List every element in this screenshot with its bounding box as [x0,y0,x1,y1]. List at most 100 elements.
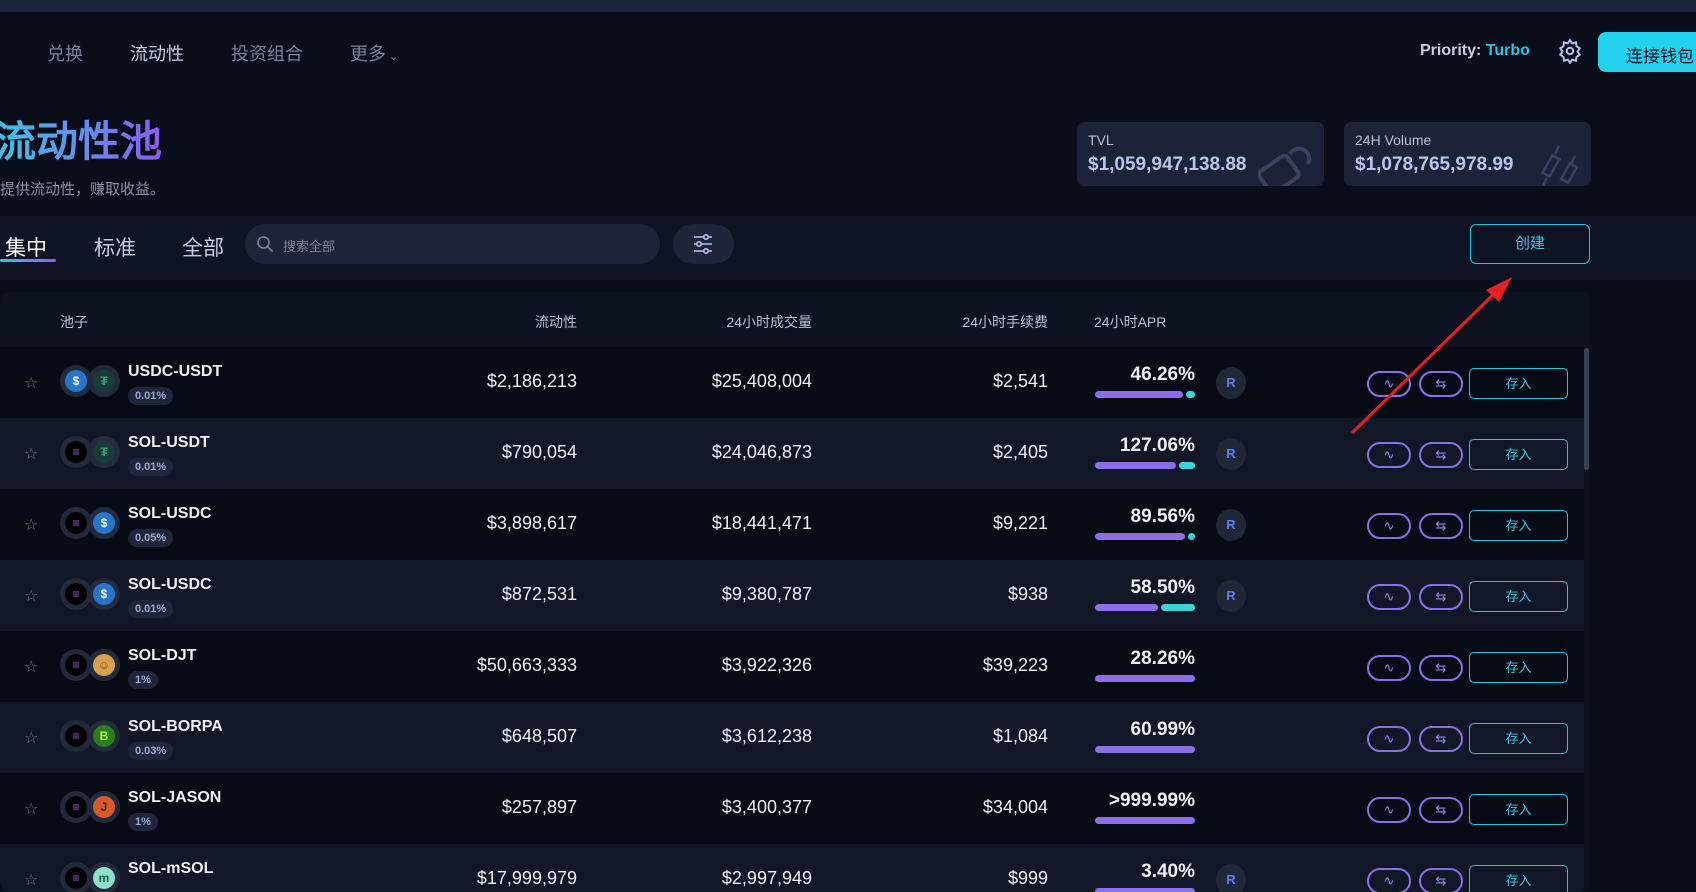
table-row[interactable]: ☆ ≡ ₮ SOL-USDT 0.01% $790,054 $24,046,873 $2,40… [0,418,1584,489]
apr-value: 46.26% [1130,364,1195,385]
apr-breakdown-bar[interactable] [1095,462,1195,469]
chart-button[interactable]: ∿ [1367,655,1411,681]
filter-button[interactable] [673,224,734,264]
swap-button[interactable]: ⇆ [1419,868,1463,892]
apr-trade-fee-segment [1095,746,1195,753]
deposit-button[interactable]: 存入 [1469,368,1568,399]
tab-standard[interactable]: 标准 [94,237,136,260]
msol-token-icon: m [88,862,120,892]
volume-value: $9,380,787 [721,584,812,604]
pool-name[interactable]: SOL-USDC [128,576,212,593]
apr-trade-fee-segment [1095,533,1186,540]
deposit-button[interactable]: 存入 [1469,723,1568,754]
col-pool[interactable]: 池子 [60,314,88,330]
sol-token-icon: ≡ [60,578,92,610]
fee-tier-badge: 0.01% [128,387,174,405]
pool-name[interactable]: SOL-USDT [128,434,210,451]
swap-button[interactable]: ⇆ [1419,513,1463,539]
star-icon[interactable]: ☆ [24,446,39,463]
apr-breakdown-bar[interactable] [1095,604,1195,611]
apr-breakdown-bar[interactable] [1095,746,1195,753]
table-row[interactable]: ☆ ≡ $ SOL-USDC 0.05% $3,898,617 $18,441,471 $9,… [0,489,1584,560]
table-row[interactable]: ☆ $ ₮ USDC-USDT 0.01% $2,186,213 $25,408,004 $2… [0,347,1584,418]
col-volume[interactable]: 24小时成交量 [726,314,812,330]
apr-breakdown-bar[interactable] [1095,533,1195,540]
swap-button[interactable]: ⇆ [1419,655,1463,681]
chart-button[interactable]: ∿ [1367,797,1411,823]
swap-button[interactable]: ⇆ [1419,726,1463,752]
star-icon[interactable]: ☆ [24,588,39,605]
deposit-button[interactable]: 存入 [1469,510,1568,541]
pool-table: 池子 流动性 24小时成交量 24小时手续费 24小时APR ☆ $ ₮ USDC-U… [0,292,1590,892]
swap-button[interactable]: ⇆ [1419,584,1463,610]
nav-portfolio[interactable]: 投资组合 [231,44,303,64]
nav-liquidity[interactable]: 流动性 [130,44,184,64]
gear-icon[interactable] [1557,38,1583,64]
search-placeholder: 搜索全部 [283,239,336,254]
star-icon[interactable]: ☆ [24,659,39,676]
sol-token-icon: ≡ [60,507,92,539]
nav-swap[interactable]: 兑换 [47,44,83,64]
col-fees[interactable]: 24小时手续费 [962,314,1048,330]
pool-name[interactable]: SOL-BORPA [128,718,223,735]
chart-button[interactable]: ∿ [1367,371,1411,397]
chart-button[interactable]: ∿ [1367,726,1411,752]
volume-card: 24H Volume $1,078,765,978.99 [1344,122,1591,186]
pool-name[interactable]: SOL-DJT [128,647,197,664]
connect-wallet-button[interactable]: 连接钱包 [1598,32,1696,72]
deposit-button[interactable]: 存入 [1469,581,1568,612]
table-row[interactable]: ☆ ≡ J SOL-JASON 1% $257,897 $3,400,377 $34,004 >… [0,773,1584,844]
tab-all[interactable]: 全部 [182,237,224,260]
fees-value: $9,221 [992,513,1048,533]
fees-value: $2,405 [992,442,1048,462]
chart-button[interactable]: ∿ [1367,584,1411,610]
star-icon[interactable]: ☆ [24,375,39,392]
swap-arrows-icon: ⇆ [1435,447,1447,462]
swap-button[interactable]: ⇆ [1419,442,1463,468]
tab-concentrated[interactable]: 集中 [5,237,47,260]
apr-reward-segment [1188,533,1195,540]
table-row[interactable]: ☆ ≡ $ SOL-USDC 0.01% $872,531 $9,380,787 $938 58… [0,560,1584,631]
nav-more[interactable]: 更多 ⌄ [350,40,398,66]
priority-value: Turbo [1485,42,1530,59]
table-row[interactable]: ☆ ≡ B SOL-BORPA 0.03% $648,507 $3,612,238 $1,08… [0,702,1584,773]
pool-name[interactable]: SOL-JASON [128,789,222,806]
col-liquidity[interactable]: 流动性 [535,314,577,330]
pool-name[interactable]: SOL-mSOL [128,860,214,877]
search-input[interactable]: 搜索全部 [245,224,660,264]
deposit-button[interactable]: 存入 [1469,794,1568,825]
apr-trade-fee-segment [1095,888,1195,892]
star-icon[interactable]: ☆ [24,872,39,889]
star-icon[interactable]: ☆ [24,801,39,818]
liquidity-value: $257,897 [501,797,577,817]
fees-value: $938 [1007,584,1048,604]
swap-button[interactable]: ⇆ [1419,797,1463,823]
pool-name[interactable]: USDC-USDT [128,363,223,380]
raydium-reward-icon: R [1216,864,1246,892]
nav-more-label: 更多 [350,44,386,64]
create-pool-button[interactable]: 创建 [1470,224,1590,264]
col-apr[interactable]: 24小时APR [1094,314,1167,330]
table-scrollbar[interactable] [1584,348,1589,470]
star-icon[interactable]: ☆ [24,517,39,534]
swap-button[interactable]: ⇆ [1419,371,1463,397]
table-row[interactable]: ☆ ≡ ☺ SOL-DJT 1% $50,663,333 $3,922,326 $39,223… [0,631,1584,702]
tvl-card: TVL $1,059,947,138.88 [1077,122,1324,186]
apr-breakdown-bar[interactable] [1095,391,1195,398]
deposit-button[interactable]: 存入 [1469,652,1568,683]
deposit-button[interactable]: 存入 [1469,865,1568,892]
apr-breakdown-bar[interactable] [1095,817,1195,824]
deposit-button[interactable]: 存入 [1469,439,1568,470]
liquidity-value: $2,186,213 [486,371,577,391]
pool-name[interactable]: SOL-USDC [128,505,212,522]
apr-breakdown-bar[interactable] [1095,675,1195,682]
chart-button[interactable]: ∿ [1367,513,1411,539]
star-icon[interactable]: ☆ [24,730,39,747]
liquidity-value: $3,898,617 [486,513,577,533]
chart-button[interactable]: ∿ [1367,442,1411,468]
table-row[interactable]: ☆ ≡ m SOL-mSOL $17,999,979 $2,997,949 $999 3.40… [0,844,1584,892]
priority-selector[interactable]: Priority: Turbo [1420,42,1530,60]
chart-button[interactable]: ∿ [1367,868,1411,892]
fee-tier-badge: 1% [128,671,158,689]
apr-breakdown-bar[interactable] [1095,888,1195,892]
